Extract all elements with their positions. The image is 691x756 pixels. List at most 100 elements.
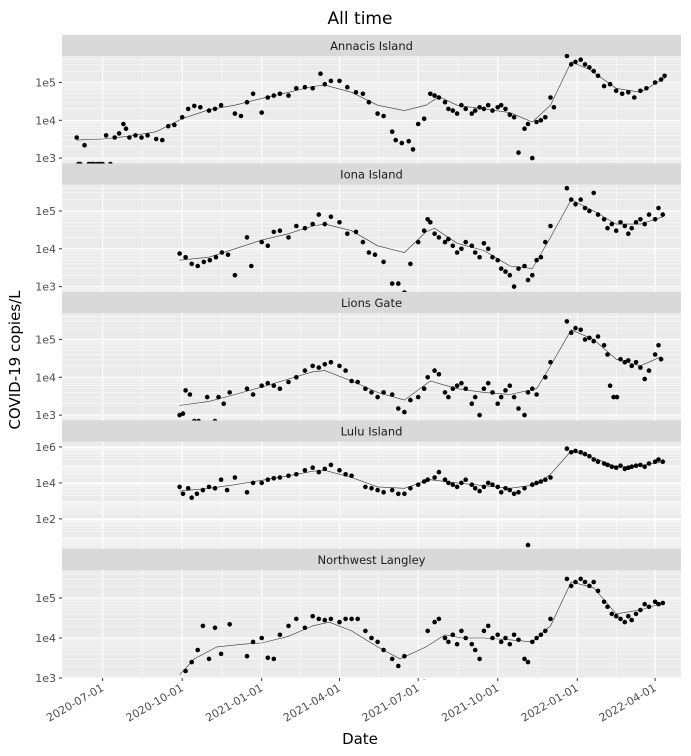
data-point xyxy=(442,99,448,105)
data-point xyxy=(495,257,501,263)
data-point xyxy=(286,623,291,629)
data-point xyxy=(213,254,219,260)
data-point xyxy=(450,482,456,488)
data-point xyxy=(250,392,256,397)
data-point xyxy=(646,212,652,217)
data-point xyxy=(425,217,431,222)
data-point xyxy=(183,388,188,393)
data-point xyxy=(349,473,354,479)
data-point xyxy=(548,359,553,365)
y-tick-label: 1e4 xyxy=(35,632,56,645)
data-point xyxy=(614,394,620,400)
data-point xyxy=(642,601,647,607)
data-point xyxy=(534,480,539,486)
data-point xyxy=(618,616,623,622)
data-point xyxy=(250,480,256,486)
data-point xyxy=(530,272,535,278)
data-point xyxy=(337,619,342,625)
data-point xyxy=(349,378,354,384)
data-point xyxy=(396,491,401,497)
data-point xyxy=(472,486,478,491)
data-point xyxy=(265,380,271,386)
data-point xyxy=(366,99,372,105)
data-point xyxy=(503,486,508,491)
data-point xyxy=(432,231,437,236)
data-point xyxy=(198,105,203,110)
data-point xyxy=(172,122,177,128)
data-point xyxy=(310,465,316,471)
data-point xyxy=(153,136,159,142)
data-point xyxy=(381,113,386,119)
data-point xyxy=(415,394,421,400)
data-point xyxy=(495,105,501,110)
data-point xyxy=(428,220,433,225)
data-point xyxy=(410,147,416,152)
data-point xyxy=(183,254,188,260)
data-point xyxy=(511,632,517,638)
data-point xyxy=(578,450,583,455)
data-point xyxy=(421,479,427,484)
data-point xyxy=(534,635,539,641)
data-point xyxy=(406,138,412,144)
data-point xyxy=(402,491,407,497)
data-point xyxy=(399,140,405,146)
facet-strip-label: Lions Gate xyxy=(341,296,402,310)
data-point xyxy=(587,335,592,341)
data-point xyxy=(187,392,193,397)
data-point xyxy=(601,343,607,348)
data-point xyxy=(396,406,401,411)
y-tick-label: 1e3 xyxy=(35,281,56,294)
y-tick-label: 1e3 xyxy=(35,672,56,685)
y-tick-label: 1e3 xyxy=(35,409,56,422)
data-point xyxy=(622,466,628,472)
data-point xyxy=(485,380,491,386)
data-point xyxy=(626,613,631,619)
data-point xyxy=(271,476,277,481)
data-points xyxy=(177,185,666,295)
data-point xyxy=(349,616,354,622)
x-tick-label: 2021-07-01 xyxy=(360,681,422,724)
y-axis-title: COVID-19 copies/L xyxy=(6,290,24,430)
data-point xyxy=(652,80,658,85)
data-point xyxy=(595,334,601,339)
data-point xyxy=(481,241,487,246)
data-point xyxy=(656,457,661,462)
data-point xyxy=(436,616,442,622)
data-point xyxy=(355,616,361,622)
data-point xyxy=(145,133,150,138)
data-point xyxy=(591,579,596,585)
data-point xyxy=(121,121,126,127)
data-point xyxy=(591,338,596,344)
data-point xyxy=(573,579,578,585)
data-point xyxy=(286,379,291,385)
data-point xyxy=(381,490,386,495)
data-point xyxy=(498,266,504,271)
grid-lines xyxy=(62,313,681,421)
data-point xyxy=(218,477,224,483)
data-point xyxy=(629,464,634,470)
data-point xyxy=(192,103,197,109)
facet-strip-label: Lulu Island xyxy=(341,425,403,439)
facet-strip-label: Annacis Island xyxy=(330,39,413,53)
data-point xyxy=(611,394,616,400)
data-point xyxy=(609,221,615,227)
data-point xyxy=(389,281,395,286)
data-point xyxy=(622,359,628,365)
y-tick-label: 1e4 xyxy=(35,114,56,127)
data-point xyxy=(591,68,596,74)
data-point xyxy=(573,59,578,65)
data-point xyxy=(495,401,501,407)
data-point xyxy=(123,126,129,131)
data-point xyxy=(446,394,451,400)
data-point xyxy=(578,197,583,202)
data-point xyxy=(548,223,553,229)
data-point xyxy=(656,205,661,211)
data-point xyxy=(294,472,299,477)
data-point xyxy=(578,327,583,333)
data-point xyxy=(638,365,643,370)
data-point xyxy=(201,259,207,265)
data-point xyxy=(375,394,380,400)
data-point xyxy=(454,111,460,116)
data-point xyxy=(548,616,553,622)
data-point xyxy=(415,482,421,488)
